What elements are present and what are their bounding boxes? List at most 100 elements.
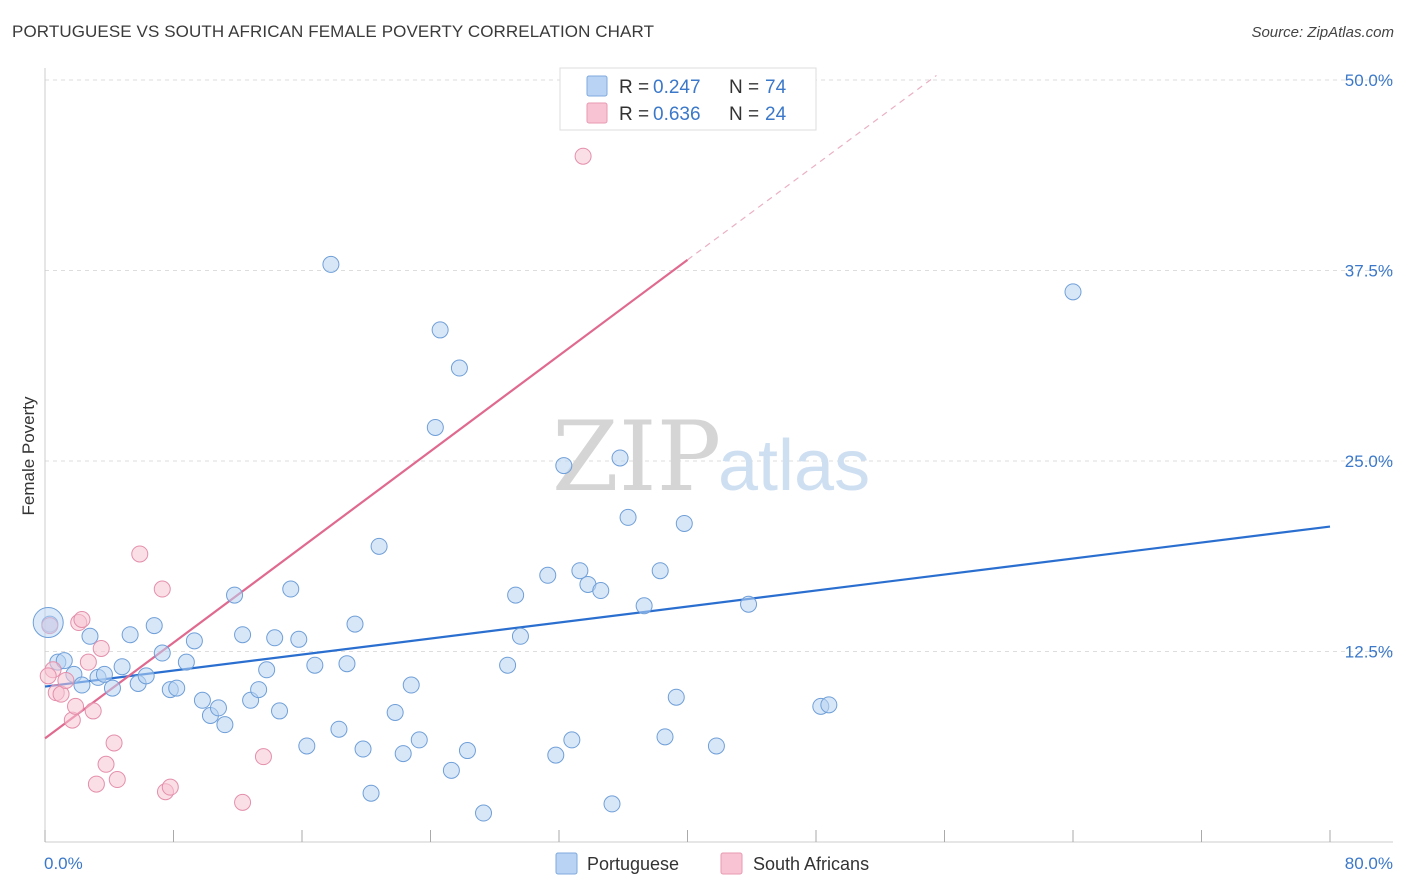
y-tick-label: 25.0% (1345, 452, 1393, 471)
portuguese-point (362, 784, 380, 802)
portuguese-point (740, 595, 758, 613)
bottom-legend-label-portuguese: Portuguese (587, 854, 679, 874)
portuguese-point (290, 630, 308, 648)
portuguese-point (266, 629, 284, 647)
portuguese-point (121, 626, 139, 644)
portuguese-point (306, 656, 324, 674)
legend-swatch-portuguese (586, 75, 608, 97)
portuguese-point (547, 746, 565, 764)
series-legend: Portuguese South Africans (555, 852, 869, 875)
portuguese-point (651, 562, 669, 580)
correlation-legend: R = 0.247 N = 74 R = 0.636 N = 24 (559, 67, 817, 131)
south-african-point (67, 697, 85, 715)
south-african-point (92, 639, 110, 657)
portuguese-point (193, 691, 211, 709)
y-tick-labels: 12.5% 25.0% 37.5% 50.0% (1345, 71, 1393, 662)
south-african-point (84, 702, 102, 720)
portuguese-point (635, 597, 653, 615)
portuguese-point (298, 737, 316, 755)
y-tick-label: 12.5% (1345, 643, 1393, 662)
portuguese-point (571, 562, 589, 580)
portuguese-point (619, 508, 637, 526)
portuguese-point (95, 665, 113, 683)
portuguese-point (707, 737, 725, 755)
legend-swatch-south-african (586, 102, 608, 124)
x-tick-label-min: 0.0% (44, 854, 83, 873)
portuguese-point (185, 632, 203, 650)
portuguese-point (611, 449, 629, 467)
legend-r-label-south-african: R = (619, 104, 649, 125)
portuguese-point (370, 537, 388, 555)
south-african-trend-line (44, 258, 689, 740)
portuguese-point (386, 703, 404, 721)
south-african-point (108, 771, 126, 789)
portuguese-point (271, 702, 289, 720)
bottom-legend-label-south-africans: South Africans (753, 854, 869, 874)
portuguese-point (603, 795, 621, 813)
portuguese-point (458, 742, 476, 760)
south-african-point (234, 793, 252, 811)
bottom-legend-swatch-south-africans (720, 852, 743, 875)
grid-layer (45, 79, 1393, 652)
portuguese-cluster-point (32, 607, 64, 639)
portuguese-point (113, 658, 131, 676)
south-african-trend-extension (687, 74, 937, 261)
portuguese-point (168, 679, 186, 697)
legend-n-value-south-african: 24 (765, 104, 787, 125)
south-african-point (131, 545, 149, 563)
portuguese-point (145, 617, 163, 635)
portuguese-point (226, 586, 244, 604)
x-tick-label-max: 80.0% (1345, 854, 1393, 873)
portuguese-point (258, 661, 276, 679)
y-tick-label: 50.0% (1345, 71, 1393, 90)
south-african-point (73, 610, 91, 628)
portuguese-point (675, 514, 693, 532)
portuguese-point (442, 761, 460, 779)
y-tick-label: 37.5% (1345, 262, 1393, 281)
portuguese-point (322, 255, 340, 273)
portuguese-point (354, 740, 372, 758)
portuguese-point (592, 582, 610, 600)
south-african-point (254, 748, 272, 766)
portuguese-point (499, 656, 517, 674)
south-african-point (39, 667, 57, 685)
x-ticks (44, 830, 1331, 842)
portuguese-point (1064, 283, 1082, 301)
portuguese-point (216, 716, 234, 734)
portuguese-point (667, 688, 685, 706)
portuguese-point (394, 745, 412, 763)
portuguese-point (402, 676, 420, 694)
portuguese-point (73, 676, 91, 694)
portuguese-point (209, 699, 227, 717)
portuguese-point (431, 321, 449, 339)
portuguese-point (103, 679, 121, 697)
legend-r-value-south-african: 0.636 (653, 104, 701, 125)
portuguese-point (507, 586, 525, 604)
data-points (32, 147, 1082, 822)
legend-n-label-south-african: N = (729, 104, 759, 125)
watermark-atlas: atlas (718, 426, 870, 506)
south-african-point (574, 147, 592, 165)
south-african-point (57, 671, 75, 689)
portuguese-point (234, 626, 252, 644)
portuguese-trend-line (44, 525, 1331, 688)
portuguese-point (555, 457, 573, 475)
bottom-legend-swatch-portuguese (555, 852, 578, 875)
south-african-point (79, 653, 97, 671)
legend-r-label-portuguese: R = (619, 77, 649, 98)
portuguese-point (177, 653, 195, 671)
portuguese-point (330, 720, 348, 738)
portuguese-point (426, 418, 444, 436)
portuguese-point (250, 681, 268, 699)
portuguese-point (511, 627, 529, 645)
portuguese-point (410, 731, 428, 749)
watermark: ZIP atlas (552, 401, 870, 513)
south-african-point (87, 775, 105, 793)
portuguese-point (55, 652, 73, 670)
south-african-point (97, 755, 115, 773)
chart-title: PORTUGUESE VS SOUTH AFRICAN FEMALE POVER… (12, 22, 655, 41)
portuguese-point (539, 566, 557, 584)
portuguese-point (475, 804, 493, 822)
legend-r-value-portuguese: 0.247 (653, 77, 701, 98)
